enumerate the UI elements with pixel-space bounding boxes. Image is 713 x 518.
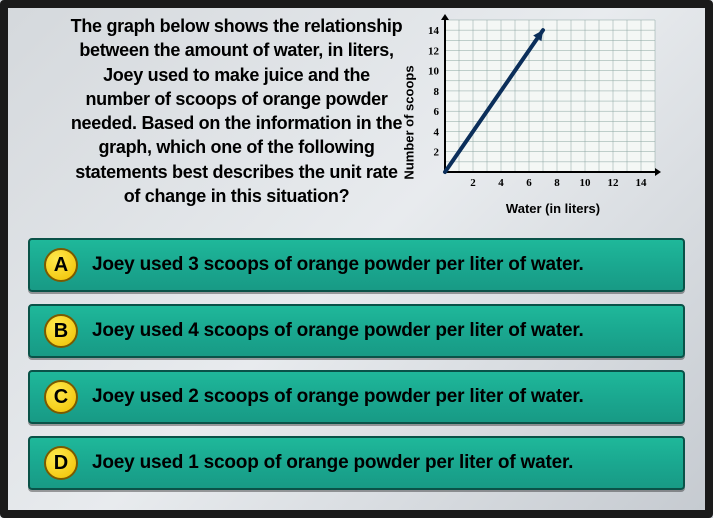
svg-text:2: 2 [470, 177, 476, 189]
svg-text:8: 8 [554, 177, 560, 189]
options-list: A Joey used 3 scoops of orange powder pe… [20, 238, 693, 490]
option-badge: A [44, 248, 78, 282]
option-badge: D [44, 446, 78, 480]
svg-text:12: 12 [608, 177, 620, 189]
chart-container: Number of scoops 24681012142468101214 Wa… [413, 10, 693, 220]
svg-text:10: 10 [428, 66, 440, 78]
option-b[interactable]: B Joey used 4 scoops of orange powder pe… [28, 304, 685, 358]
option-text: Joey used 1 scoop of orange powder per l… [92, 452, 573, 474]
option-text: Joey used 4 scoops of orange powder per … [92, 320, 584, 342]
svg-text:2: 2 [434, 147, 440, 159]
svg-text:14: 14 [636, 177, 648, 189]
svg-text:8: 8 [434, 86, 440, 98]
svg-text:6: 6 [434, 106, 440, 118]
x-axis-label: Water (in liters) [413, 201, 693, 216]
option-a[interactable]: A Joey used 3 scoops of orange powder pe… [28, 238, 685, 292]
option-c[interactable]: C Joey used 2 scoops of orange powder pe… [28, 370, 685, 424]
question-row: The graph below shows the relationship b… [20, 10, 693, 220]
svg-text:4: 4 [434, 126, 440, 138]
svg-text:12: 12 [428, 45, 440, 57]
svg-text:14: 14 [428, 25, 440, 37]
line-chart: 2 4 6 8 10 12 14 2 4 6 8 10 12 14 [413, 14, 663, 194]
y-axis-label: Number of scoops [402, 65, 417, 179]
option-d[interactable]: D Joey used 1 scoop of orange powder per… [28, 436, 685, 490]
option-badge: C [44, 380, 78, 414]
option-text: Joey used 2 scoops of orange powder per … [92, 386, 584, 408]
svg-text:6: 6 [526, 177, 532, 189]
option-text: Joey used 3 scoops of orange powder per … [92, 254, 584, 276]
option-badge: B [44, 314, 78, 348]
question-text: The graph below shows the relationship b… [20, 10, 403, 220]
svg-text:10: 10 [580, 177, 592, 189]
svg-text:4: 4 [498, 177, 504, 189]
